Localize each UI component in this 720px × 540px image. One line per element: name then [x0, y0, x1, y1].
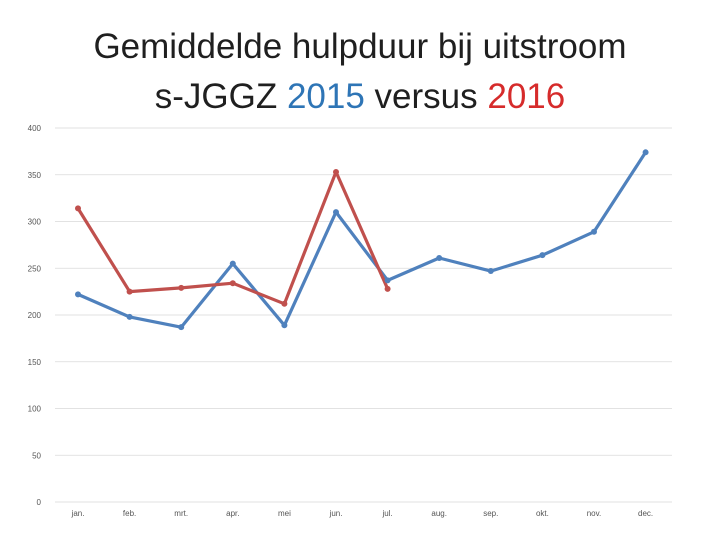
data-point	[178, 324, 185, 331]
data-point	[591, 228, 597, 235]
gridlines	[55, 127, 672, 503]
y-tick-label: 100	[28, 405, 42, 414]
series-lines	[76, 151, 647, 329]
title-line-2-prefix: s-JGGZ	[154, 77, 287, 116]
y-tick-label: 0	[37, 498, 42, 507]
series-points	[75, 149, 649, 331]
y-tick-label: 200	[28, 311, 42, 320]
x-tick-label: jan.	[71, 509, 85, 518]
title-connector: versus	[364, 77, 488, 116]
x-tick-label: jun.	[329, 509, 343, 518]
x-axis-labels: jan. feb. mrt. apr. mei jun. jul. aug. sep. okt. n…	[71, 509, 654, 518]
title-year-2016: 2016	[487, 77, 566, 116]
data-point	[281, 300, 288, 307]
x-tick-label: feb.	[123, 509, 136, 518]
data-point	[539, 252, 546, 259]
y-axis-labels: 0 50 100 150 200 250 300 350 400	[28, 124, 42, 507]
x-tick-label: dec.	[638, 509, 653, 518]
y-tick-label: 150	[28, 358, 42, 367]
data-point	[333, 168, 339, 175]
data-point	[75, 205, 81, 212]
x-tick-label: mei	[278, 509, 291, 518]
y-tick-label: 350	[28, 171, 42, 180]
y-tick-label: 250	[28, 264, 42, 273]
title-year-2015: 2015	[286, 77, 365, 116]
data-point	[333, 209, 339, 216]
title-line-1: Gemiddelde hulpduur bij uitstroom	[93, 27, 627, 66]
title-line-2: s-JGGZ 2015 versus 2016	[0, 72, 720, 122]
data-point	[229, 280, 236, 287]
data-point	[178, 284, 185, 291]
data-point	[436, 254, 443, 261]
data-point	[487, 268, 494, 275]
chart-title: Gemiddelde hulpduur bij uitstroom s-JGGZ…	[0, 22, 720, 122]
data-point	[126, 313, 133, 320]
y-tick-label: 300	[28, 218, 42, 227]
data-point	[384, 277, 391, 284]
series-line-0	[77, 151, 647, 329]
data-point	[642, 149, 649, 156]
y-tick-label: 400	[28, 124, 42, 133]
data-point	[384, 285, 391, 292]
y-tick-label: 50	[32, 451, 41, 460]
data-point	[229, 260, 236, 267]
x-tick-label: apr.	[226, 509, 239, 518]
x-tick-label: jul.	[381, 509, 392, 518]
x-tick-label: aug.	[431, 509, 447, 518]
x-tick-label: sep.	[483, 509, 498, 518]
x-tick-label: nov.	[587, 509, 602, 518]
x-tick-label: mrt.	[174, 509, 188, 518]
x-tick-label: okt.	[536, 509, 549, 518]
data-point	[126, 288, 133, 295]
data-point	[75, 291, 81, 298]
data-point	[281, 322, 288, 329]
